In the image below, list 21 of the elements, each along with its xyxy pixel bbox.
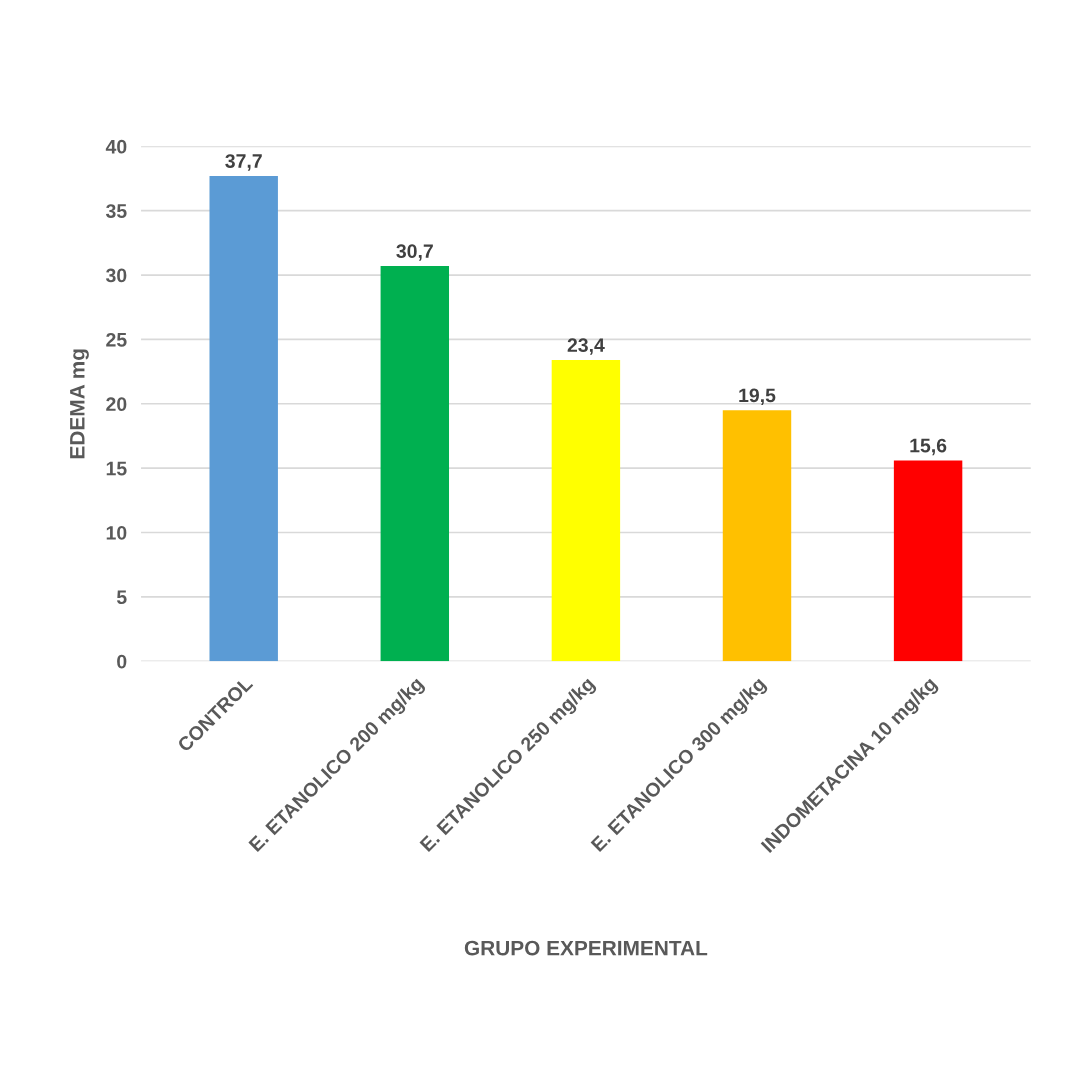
y-tick-label: 20 [106,397,127,412]
data-label: 37,7 [225,154,262,171]
y-tick-label: 25 [106,332,127,347]
data-label: 15,6 [910,438,947,456]
bar [551,360,621,662]
y-tick-label: 0 [117,654,127,669]
y-tick-label: 40 [105,139,127,154]
y-axis-title: EDEMA mg [70,349,89,459]
y-tick-label: 15 [106,461,127,476]
y-tick-label: 5 [116,590,127,605]
y-tick-label: 30 [105,268,127,283]
data-label: 23,4 [567,338,605,355]
data-label: 19,5 [739,388,776,406]
y-tick-label: 10 [106,525,127,540]
bar [893,460,963,662]
bar [209,175,278,662]
x-axis-title: GRUPO EXPERIMENTAL [464,940,708,956]
y-tick-label: 35 [105,204,127,218]
bar [380,266,450,662]
data-label: 30,7 [396,244,433,261]
bar [722,410,792,662]
